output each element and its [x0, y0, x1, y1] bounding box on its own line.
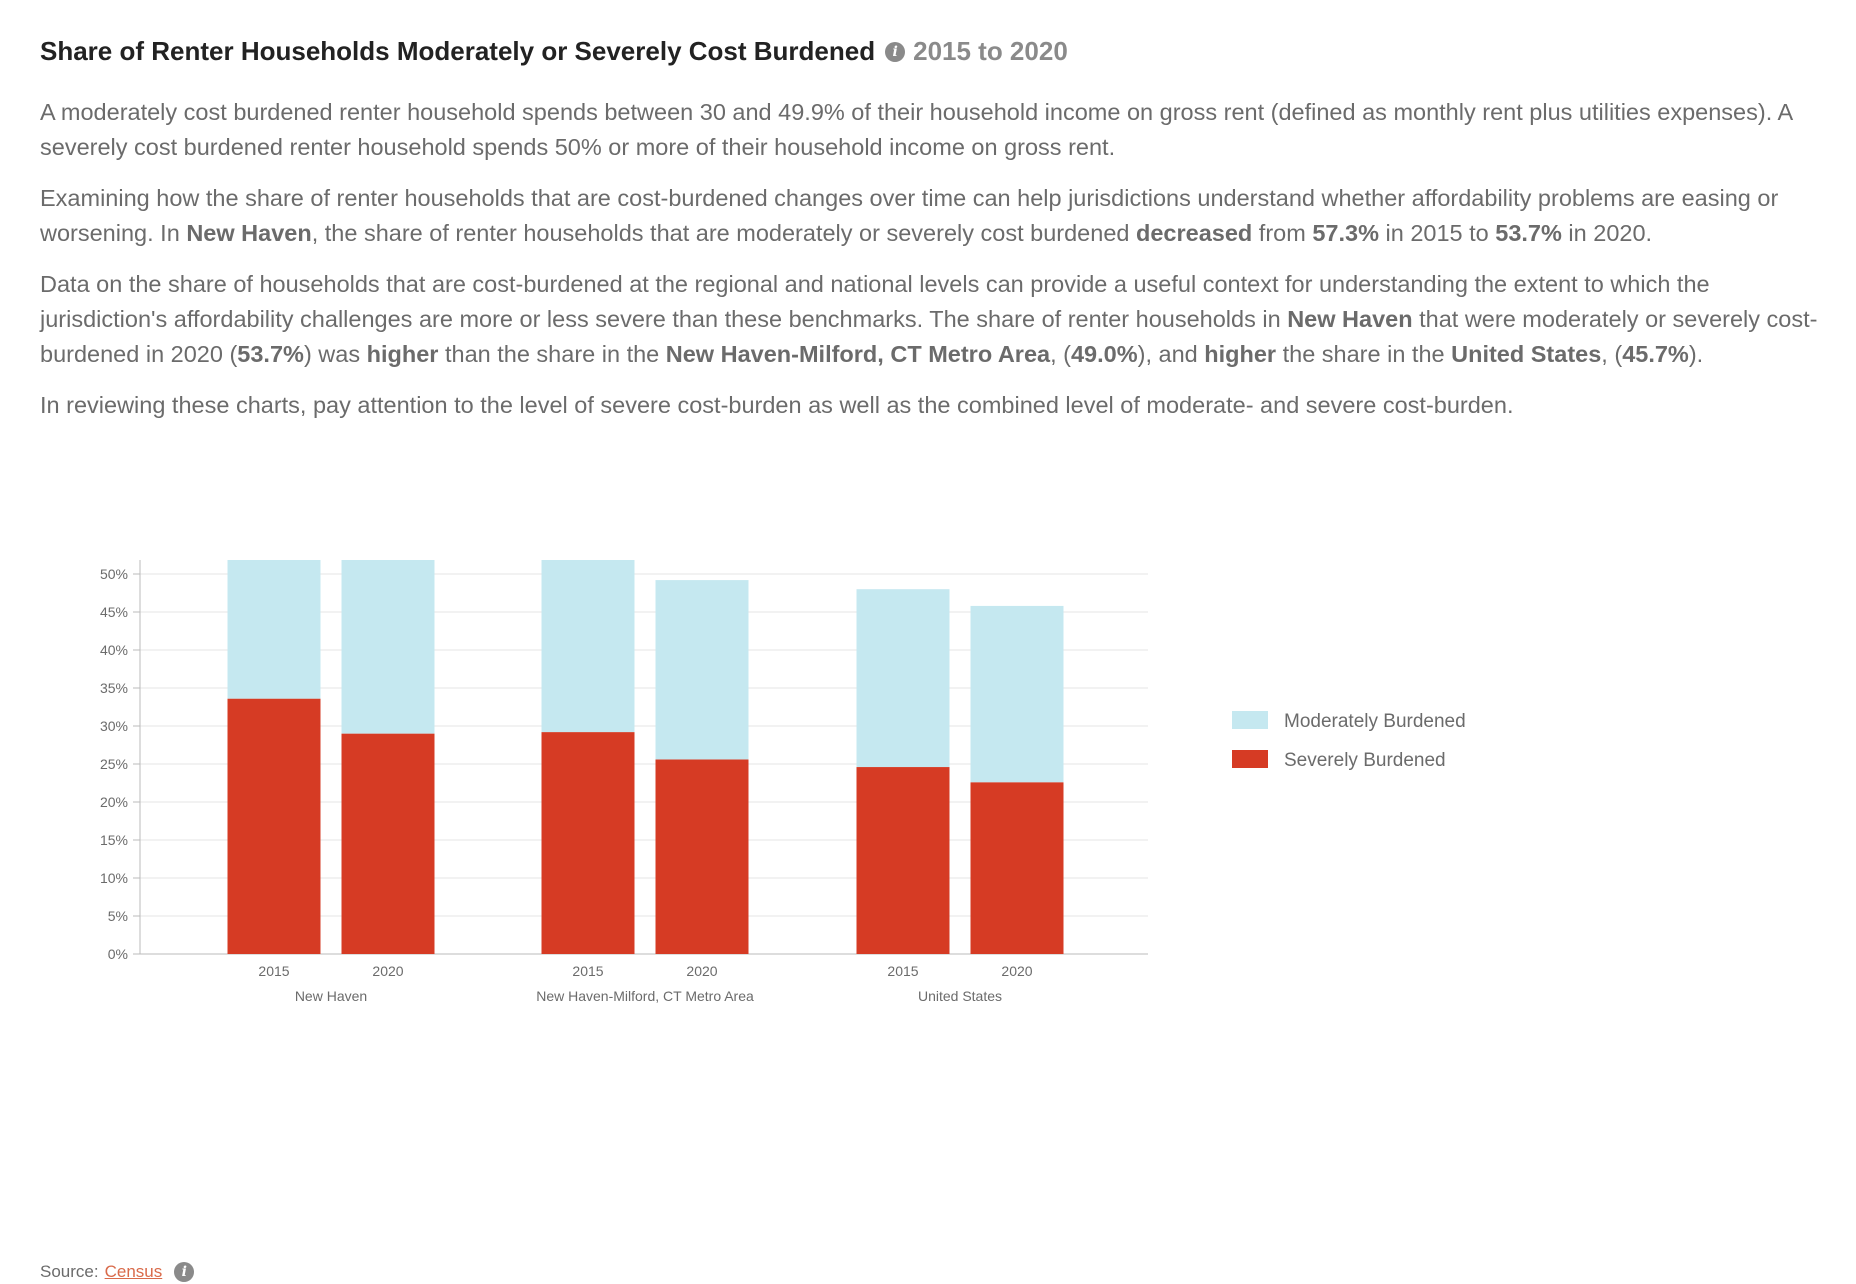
x-tick-label: 2020: [686, 963, 717, 979]
bar-moderately-burdened: [856, 589, 950, 768]
highlight-text: United States: [1451, 341, 1602, 367]
bar-moderately-burdened: [541, 548, 635, 733]
paragraph-text: ), and: [1137, 341, 1205, 367]
y-tick-label: 45%: [100, 604, 128, 620]
y-tick-label: 40%: [100, 642, 128, 658]
highlight-text: 45.7%: [1622, 341, 1689, 367]
highlight-text: higher: [1204, 341, 1277, 367]
y-tick-label: 35%: [100, 680, 128, 696]
source-label: Source:: [40, 1262, 99, 1281]
paragraph-text: ).: [1688, 341, 1704, 367]
x-tick-label: 2020: [372, 963, 403, 979]
group-label: New Haven-Milford, CT Metro Area: [536, 988, 754, 1004]
bar-severely-burdened: [341, 733, 435, 954]
paragraph-text: than the share in the: [438, 341, 666, 367]
bar-severely-burdened: [655, 759, 749, 954]
source-line: Source: Census i: [40, 1262, 202, 1282]
x-tick-label: 2015: [887, 963, 918, 979]
highlight-text: New Haven: [186, 220, 312, 246]
paragraph-text: , (: [1050, 341, 1071, 367]
paragraph-text: in 2020.: [1561, 220, 1653, 246]
paragraph-text: , the share of renter households that ar…: [311, 220, 1136, 246]
highlight-text: 57.3%: [1312, 220, 1379, 246]
x-tick-label: 2015: [258, 963, 289, 979]
bar-severely-burdened: [856, 767, 950, 954]
year-range: 2015 to 2020: [913, 36, 1068, 66]
highlight-text: 53.7%: [237, 341, 304, 367]
y-tick-label: 50%: [100, 566, 128, 582]
paragraph-text: in 2015 to: [1378, 220, 1496, 246]
paragraph-text: , (: [1601, 341, 1623, 367]
paragraph-text: that were moderately or severely cost-bu…: [40, 306, 1818, 367]
x-tick-label: 2020: [1001, 963, 1032, 979]
bar-severely-burdened: [541, 732, 635, 954]
y-tick-label: 10%: [100, 870, 128, 886]
bar-moderately-burdened: [227, 517, 321, 699]
group-label: United States: [918, 988, 1002, 1004]
legend-swatch: [1232, 750, 1268, 768]
paragraph-text: Data on the share of households that are…: [40, 271, 1710, 332]
group-label: New Haven: [295, 988, 367, 1004]
legend-label: Moderately Burdened: [1284, 711, 1466, 732]
paragraph: A moderately cost burdened renter househ…: [40, 95, 1840, 165]
bar-moderately-burdened: [341, 545, 435, 734]
y-tick-label: 30%: [100, 718, 128, 734]
paragraph-text: from: [1252, 220, 1313, 246]
stacked-bar-chart: 0%5%10%15%20%25%30%35%40%45%50%55%60%201…: [100, 490, 1466, 1004]
paragraph: Examining how the share of renter househ…: [40, 181, 1840, 251]
legend-swatch: [1232, 711, 1268, 729]
y-tick-label: 0%: [108, 946, 128, 962]
highlight-text: 49.0%: [1070, 341, 1138, 367]
chart-heading: Share of Renter Households Moderately or…: [40, 36, 1840, 67]
y-tick-label: 15%: [100, 832, 128, 848]
source-link[interactable]: Census: [104, 1262, 163, 1281]
info-icon[interactable]: i: [885, 41, 906, 62]
paragraph: Data on the share of households that are…: [40, 267, 1840, 372]
y-tick-label: 5%: [108, 908, 128, 924]
chart-container: 0%5%10%15%20%25%30%35%40%45%50%55%60%201…: [40, 490, 1840, 1240]
bar-moderately-burdened: [970, 605, 1064, 783]
bar-severely-burdened: [970, 782, 1064, 954]
y-tick-label: 25%: [100, 756, 128, 772]
paragraph: In reviewing these charts, pay attention…: [40, 388, 1840, 423]
description: A moderately cost burdened renter househ…: [40, 95, 1840, 423]
source-info-icon[interactable]: i: [174, 1262, 195, 1282]
bar-moderately-burdened: [655, 580, 749, 760]
highlight-text: New Haven-Milford, CT Metro Area: [665, 341, 1051, 367]
paragraph-text: A moderately cost burdened renter househ…: [40, 99, 1792, 160]
paragraph-text: the share in the: [1276, 341, 1452, 367]
x-tick-label: 2015: [572, 963, 603, 979]
paragraph-text: ) was: [303, 341, 367, 367]
bar-severely-burdened: [227, 698, 321, 954]
paragraph-text: In reviewing these charts, pay attention…: [40, 392, 1514, 418]
highlight-text: higher: [366, 341, 439, 367]
page-content: Share of Renter Households Moderately or…: [40, 36, 1840, 439]
highlight-text: decreased: [1135, 220, 1253, 246]
paragraph-text: Examining how the share of renter househ…: [40, 185, 1779, 246]
page-title: Share of Renter Households Moderately or…: [40, 36, 876, 66]
highlight-text: 53.7%: [1495, 220, 1562, 246]
legend-label: Severely Burdened: [1284, 750, 1446, 771]
highlight-text: New Haven: [1287, 306, 1413, 332]
y-tick-label: 20%: [100, 794, 128, 810]
